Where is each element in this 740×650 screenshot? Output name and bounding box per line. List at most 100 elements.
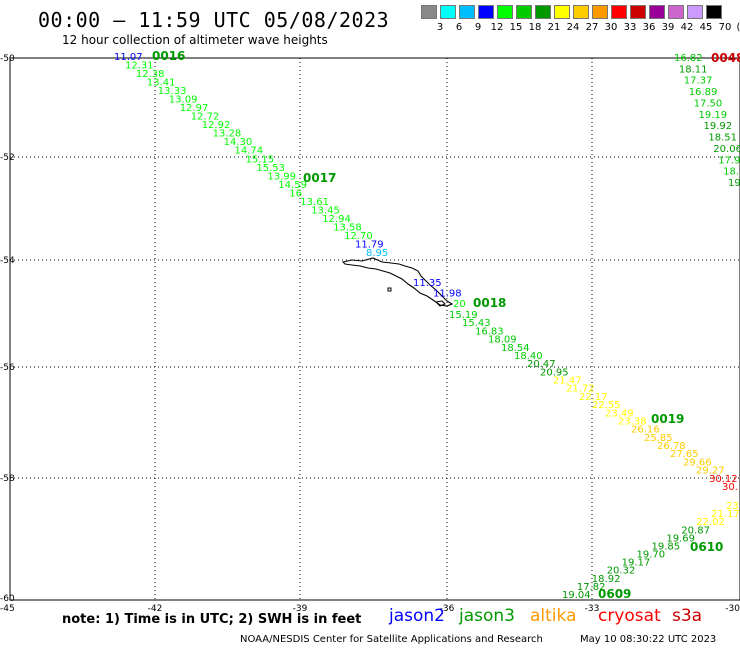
longitude-labels: -45 -42 -39 -36 -33 -30 [0, 604, 740, 614]
colorbar-label: 33 [623, 22, 637, 33]
wave-height-value: 23 [726, 501, 739, 512]
pass-labels: 0016 0017 0018 0019 0610 0609 0048 [152, 49, 740, 601]
wave-height-value: 19.70 [637, 550, 666, 561]
wave-height-value: 16 [289, 188, 302, 199]
latitude-label: -50 [0, 54, 15, 64]
south-georgia-island-outline [341, 257, 454, 307]
map-subtitle: 12 hour collection of altimeter wave hei… [62, 33, 328, 47]
wave-height-value: 18.09 [488, 335, 517, 346]
satellite-altika: altika [530, 606, 577, 626]
colorbar-swatch [611, 5, 627, 19]
wave-height-value: 11.35 [413, 278, 442, 289]
wave-height-value: 15.15 [246, 154, 275, 165]
wave-height-value: 19.17 [622, 558, 651, 569]
wave-height-value: 23.38 [618, 417, 647, 428]
wave-height-value: 20.95 [540, 367, 569, 378]
wave-height-value: 20.32 [607, 566, 636, 577]
colorbar-label: 30 [604, 22, 618, 33]
wave-height-value: 12.72 [191, 112, 220, 123]
colorbar-swatch [592, 5, 608, 19]
wave-height-value: 16.82 [674, 53, 703, 64]
wave-height-value: 29.66 [683, 457, 712, 468]
colorbar-swatch [630, 5, 646, 19]
wave-height-value: 22.55 [592, 400, 621, 411]
credit-line: NOAA/NESDIS Center for Satellite Applica… [240, 634, 543, 645]
wave-height-value: 22.17 [579, 392, 608, 403]
wave-height-value: 19.19 [699, 110, 728, 121]
wave-height-value: 20.87 [681, 525, 710, 536]
wave-height-value: 14.74 [235, 146, 264, 157]
wave-height-value: 12.31 [125, 61, 154, 72]
satellite-jason3: jason3 [459, 606, 515, 626]
wave-height-value: 13.28 [213, 129, 242, 140]
island-islet-b [434, 300, 446, 307]
wave-height-value: 19.69 [666, 533, 695, 544]
colorbar-swatch [459, 5, 475, 19]
wave-height-value: 21.72 [566, 384, 595, 395]
colorbar-label: (ft) [736, 22, 740, 33]
colorbar-swatch [649, 5, 665, 19]
pass-0017-label: 0017 [303, 171, 336, 185]
colorbar-label: 3 [436, 22, 444, 33]
wave-height-value: 18.92 [592, 574, 621, 585]
wave-height-value: 19.92 [704, 121, 733, 132]
island-islet-a [387, 287, 392, 292]
wave-height-value: 17.82 [577, 582, 606, 593]
longitude-label: -36 [440, 604, 455, 614]
pass-0019-label: 0019 [651, 412, 684, 426]
wave-height-value: 12.92 [202, 120, 231, 131]
wave-height-value: 12.94 [322, 214, 351, 225]
wave-height-value: 26.78 [657, 441, 686, 452]
pass-0048-label: 0048 [711, 51, 740, 65]
wave-height-value: 12.70 [344, 231, 373, 242]
wave-height-value: 26.16 [631, 425, 660, 436]
colorbar-label: 39 [661, 22, 675, 33]
wave-height-value: 13.41 [147, 78, 176, 89]
satellite-cryosat: cryosat [598, 606, 661, 626]
wave-height-value: 19.04 [562, 590, 591, 601]
wave-height-value: 20 [453, 299, 466, 310]
wave-height-value: 13.45 [311, 205, 340, 216]
wave-height-value: 21.47 [553, 376, 582, 387]
longitude-label: -30 [725, 604, 740, 614]
satellite-jason2: jason2 [389, 606, 445, 626]
colorbar-label: 21 [547, 22, 561, 33]
satellite-s3a: s3a [672, 606, 703, 626]
wave-height-value: 30. [722, 482, 738, 493]
colorbar-swatch [706, 5, 722, 19]
colorbar-label: 27 [585, 22, 599, 33]
colorbar-label: 18 [528, 22, 542, 33]
wave-height-value: 15.53 [256, 163, 285, 174]
colorbar-swatch [668, 5, 684, 19]
wave-height-value: 23.49 [605, 408, 634, 419]
longitude-label: -33 [585, 604, 600, 614]
wave-height-value: 17.37 [684, 76, 713, 87]
colorbar-label: 45 [699, 22, 713, 33]
latitude-label: -56 [0, 363, 15, 373]
wave-height-value: 15.43 [462, 318, 491, 329]
wave-height-value: 25.85 [644, 433, 673, 444]
wave-height-value: 13.61 [300, 197, 329, 208]
wave-height-value: 12.38 [136, 69, 165, 80]
wave-height-value: 27.65 [670, 449, 699, 460]
colorbar-swatch [478, 5, 494, 19]
map-title: 00:00 – 11:59 UTC 05/08/2023 [38, 8, 390, 32]
colorbar-label: 15 [509, 22, 523, 33]
pass-0610-label: 0610 [690, 540, 723, 554]
wave-height-value: 19 [728, 178, 740, 189]
wave-height-value: 13.33 [158, 86, 187, 97]
colorbar-label: 6 [455, 22, 463, 33]
wave-height-value: 8.95 [366, 248, 388, 259]
wave-height-value: 18.51 [708, 133, 737, 144]
latitude-label: -52 [0, 153, 15, 163]
colorbar-swatch [687, 5, 703, 19]
colorbar-swatch [516, 5, 532, 19]
graticule [10, 58, 740, 600]
colorbar-label: 12 [490, 22, 504, 33]
wave-height-value: 11.98 [433, 289, 462, 300]
colorbar-swatch [573, 5, 589, 19]
colorbar-swatch [421, 5, 437, 19]
wave-height-value: 13.99 [267, 171, 296, 182]
colorbar-label: 24 [566, 22, 580, 33]
